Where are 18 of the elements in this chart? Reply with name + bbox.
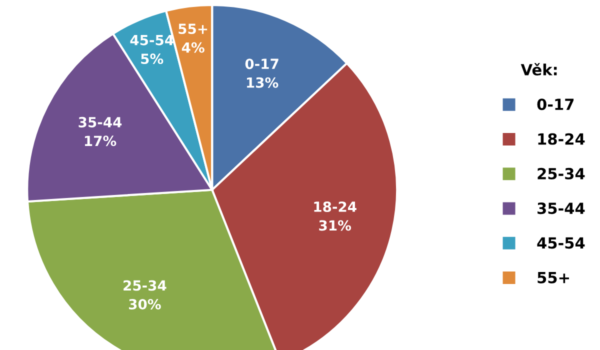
legend-label: 25-34 (538, 168, 585, 180)
slice-label: 35-44 (78, 116, 122, 128)
data-label: 17% (84, 136, 116, 146)
slice-label: 0-17 (245, 58, 278, 70)
slice-label: 55+ (178, 24, 208, 34)
legend-label: 45-54 (537, 237, 585, 249)
slice-label: 18-24 (314, 201, 356, 212)
legend-title: Věk: (520, 63, 557, 76)
legend-label: 35-44 (538, 202, 585, 214)
legend-label: 18-24 (538, 133, 585, 145)
data-label: 30% (129, 298, 161, 310)
data-label: 4% (182, 42, 204, 53)
data-label: 31% (319, 220, 352, 231)
legend-label: 0-17 (537, 98, 574, 110)
legend-label: 55+ (538, 272, 569, 284)
slice-label: 25-34 (124, 280, 166, 291)
data-label: 13% (247, 77, 278, 88)
data-label: 5% (141, 54, 164, 64)
